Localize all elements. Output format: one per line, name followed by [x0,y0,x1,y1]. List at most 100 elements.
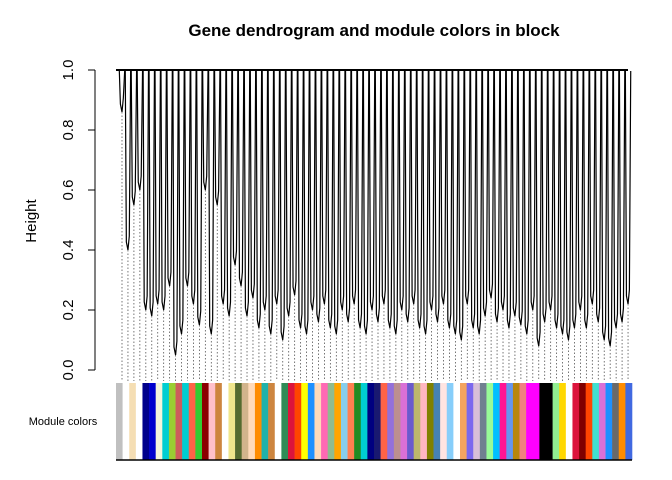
y-axis-ticks [88,69,95,371]
module-color-segment [340,383,348,460]
module-color-segment [440,383,448,460]
module-color-segment [625,383,633,460]
module-color-segment [579,383,586,460]
module-color-segment [155,383,163,460]
dendrogram-branch [219,70,227,305]
module-color-segment [188,383,196,460]
module-color-segment [473,383,481,460]
module-color-segment [142,383,150,460]
dendrogram-branch [166,70,173,287]
dendrogram-branch [452,70,459,335]
dendrogram-branch [458,70,465,341]
dendrogram-branch [344,70,352,323]
dendrogram-branch [261,70,269,311]
module-color-segment [241,383,249,460]
module-color-segment [559,383,567,460]
dendrogram-branch [446,70,453,329]
dendrogram-branch [231,70,239,266]
module-colors-label: Module colors [29,416,98,428]
dendrogram-branch [303,70,310,335]
module-color-segment [268,383,276,460]
dendrogram-branch [184,70,191,287]
module-color-segment [360,383,368,460]
dendrogram-branch [535,70,543,347]
module-color-segment [519,383,527,460]
dendrogram-branch [374,70,382,323]
module-color-segment [552,383,560,460]
module-color-segment [354,383,362,460]
dendrogram-branch [410,70,417,305]
dendrogram-branch [487,70,495,299]
y-axis-label: Height [23,198,40,242]
dendrogram-branch [321,70,328,305]
module-color-segment [129,383,137,460]
dendrogram-branches [118,70,632,356]
dendrogram-branch [309,70,316,311]
module-color-segment [215,383,223,460]
dendrogram-branch [565,70,572,341]
dendrogram-branch [124,70,132,251]
dendrogram-branch [350,70,358,305]
module-color-segment [281,383,289,460]
module-color-segment [380,383,388,460]
dendrogram-branch [243,70,251,317]
dendrogram-branch [404,70,412,323]
dendrogram-branch [118,70,126,113]
module-color-bar [116,383,633,460]
module-color-segment [274,383,282,460]
module-color-segment [235,383,242,460]
dendrogram-branch [499,70,507,311]
module-color-segment [413,383,421,460]
dendrogram-branch [339,70,346,311]
module-color-segment [162,383,170,460]
module-color-segment [565,383,573,460]
dendrogram-branch [571,70,578,329]
module-color-segment [433,383,441,460]
dendrogram-branch [600,70,608,341]
dendrogram-branch [333,70,340,335]
dendrogram-branch [291,70,298,296]
dendrogram-branch [196,70,203,326]
dendrogram-branch [612,70,620,329]
dendrogram-branch [583,70,590,329]
module-color-segment [546,383,553,460]
dendrogram-branch [380,70,388,305]
module-color-segment [612,383,620,460]
module-color-segment [301,383,309,460]
dendrogram-branch [422,70,429,335]
module-color-segment [208,383,216,460]
dendrogram-branch [541,70,548,323]
module-color-segment [532,383,540,460]
module-color-segment [598,383,606,460]
module-color-segment [387,383,395,460]
dendrogram-branch [434,70,441,323]
module-color-segment [446,383,454,460]
module-color-segment [288,383,295,460]
dendrogram-branch [595,70,602,323]
y-tick-labels: 0.0 0.2 0.4 0.6 0.8 1.0 [60,60,77,381]
dendrogram-branch [398,70,406,311]
module-color-segment [426,383,434,460]
dendrogram-branch [618,70,626,323]
dendrogram-branch [362,70,370,335]
module-color-segment [572,383,580,460]
dendrogram-branch [327,70,334,329]
module-color-segment [228,383,236,460]
dendrogram-branch [148,70,156,317]
module-color-segment [420,383,428,460]
module-color-segment [168,383,176,460]
module-color-segment [321,383,328,460]
dendrogram-branch [267,70,275,335]
module-color-segment [506,383,514,460]
module-color-segment [347,383,355,460]
module-color-segment [367,383,375,460]
module-color-segment [175,383,183,460]
module-color-segment [460,383,467,460]
dendrogram-branch [440,70,447,305]
module-color-segment [493,383,500,460]
dendrogram-branch [237,70,245,287]
dendrogram-branch [428,70,435,311]
chart-title: Gene dendrogram and module colors in blo… [188,21,560,40]
module-color-segment [539,383,547,460]
